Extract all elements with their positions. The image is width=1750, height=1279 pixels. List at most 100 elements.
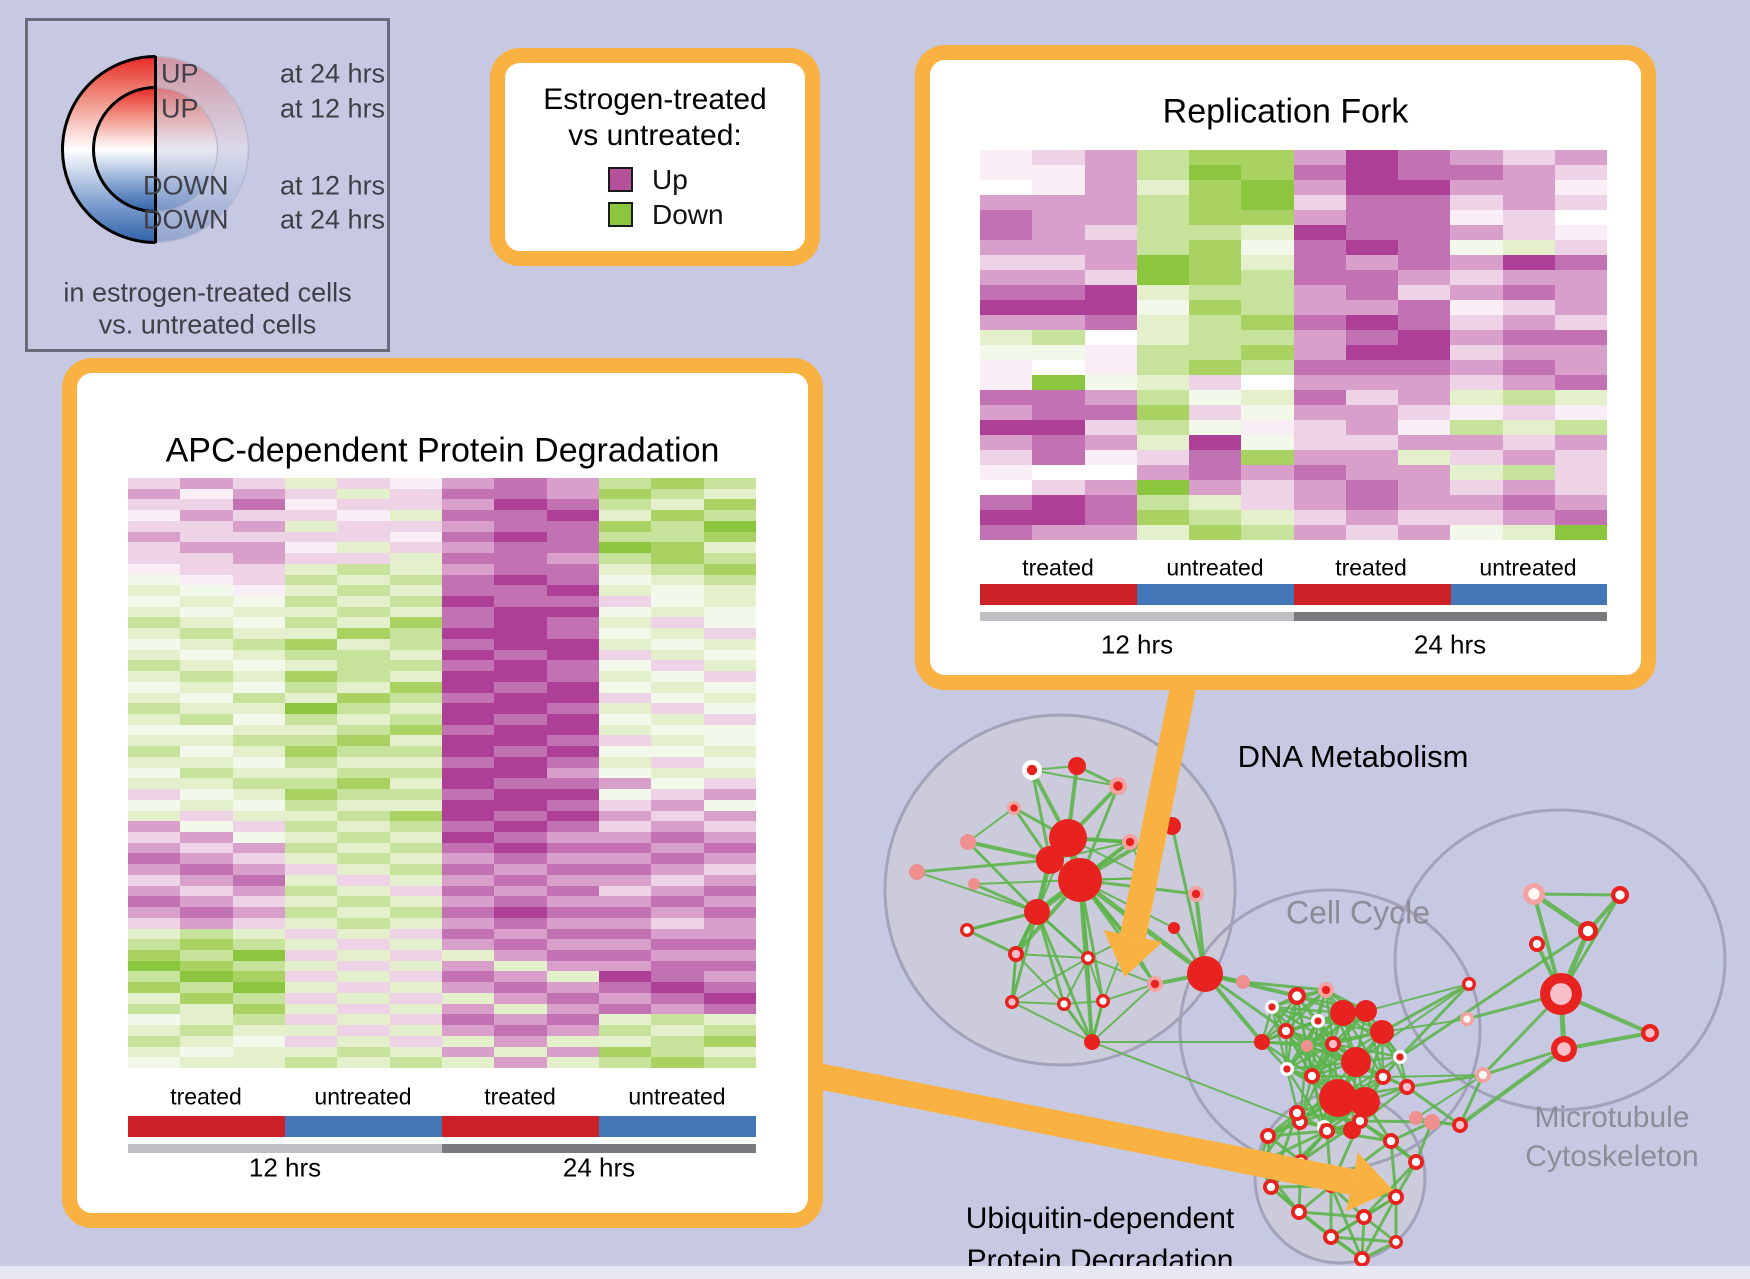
network-node: [960, 834, 976, 850]
heatmap-cell: [1032, 225, 1085, 240]
heatmap-cell: [703, 885, 756, 897]
heatmap-cell: [180, 767, 233, 779]
heatmap-cell: [1032, 180, 1085, 195]
heatmap-cell: [232, 982, 285, 993]
heatmap-cell: [284, 510, 338, 521]
heatmap-cell: [128, 660, 181, 672]
heatmap-cell: [1189, 315, 1242, 330]
heatmap-cell: [546, 714, 599, 725]
heatmap-cell: [1293, 195, 1346, 210]
heatmap-cell: [1502, 285, 1555, 300]
heatmap-cell: [1398, 300, 1451, 315]
heatmap-cell: [1084, 225, 1137, 240]
heatmap-cell: [651, 499, 704, 511]
network-node: [1330, 1000, 1356, 1026]
heatmap-cell: [1084, 240, 1137, 255]
heatmap-cell: [546, 810, 599, 822]
heatmap-cell: [1554, 150, 1607, 165]
heatmap-cell: [651, 510, 704, 521]
rf-12hrs-bar: [980, 612, 1294, 621]
network-edge: [1329, 1185, 1364, 1260]
heatmap-cell: [651, 992, 704, 1004]
heatmap-cell: [128, 907, 181, 918]
network-edge: [1102, 983, 1156, 1002]
heatmap-cell: [651, 596, 704, 607]
heatmap-cell: [389, 531, 442, 543]
heatmap-cell: [1398, 285, 1451, 300]
heatmap-cell: [232, 703, 285, 714]
heatmap-cell: [180, 810, 233, 822]
network-edge: [1063, 957, 1089, 1005]
apc-heatmap: [128, 478, 756, 1068]
heatmap-cell: [1032, 480, 1085, 495]
heatmap-cell: [1345, 315, 1398, 330]
heatmap-cell: [1241, 285, 1294, 300]
network-node-core: [1010, 804, 1018, 812]
heatmap-cell: [703, 628, 756, 639]
heatmap-cell: [1293, 150, 1346, 165]
heatmap-cell: [598, 478, 652, 489]
heatmap-cell: [232, 542, 285, 554]
heatmap-cell: [389, 553, 442, 564]
heatmap-cell: [128, 832, 181, 843]
heatmap-cell: [337, 778, 390, 790]
network-node-core: [1113, 781, 1123, 791]
heatmap-cell: [284, 885, 338, 897]
heatmap-cell: [389, 488, 442, 500]
heatmap-cell: [1032, 255, 1085, 270]
cluster-region: [1393, 808, 1727, 1112]
heatmap-cell: [1032, 375, 1085, 390]
heatmap-cell: [598, 499, 652, 511]
heatmap-cell: [598, 907, 652, 918]
heatmap-cell: [180, 478, 233, 489]
heatmap-cell: [598, 692, 652, 704]
network-node-core: [1402, 1082, 1412, 1092]
heatmap-cell: [389, 1057, 442, 1068]
heatmap-cell: [1189, 165, 1242, 180]
heatmap-cell: [180, 917, 233, 929]
network-node-core: [1528, 888, 1540, 900]
heatmap-cell: [389, 939, 442, 950]
apc-24hrs-label: 24 hrs: [562, 1152, 636, 1183]
heatmap-cell: [598, 746, 652, 757]
heatmap-cell: [232, 799, 285, 811]
heatmap-cell: [1450, 315, 1503, 330]
heatmap-cell: [703, 660, 756, 672]
heatmap-cell: [546, 681, 599, 693]
heatmap-cell: [337, 510, 390, 521]
heatmap-cell: [128, 714, 181, 725]
heatmap-cell: [1554, 360, 1607, 375]
heatmap-cell: [441, 574, 495, 586]
heatmap-cell: [1554, 255, 1607, 270]
heatmap-cell: [1241, 405, 1294, 420]
heatmap-cell: [546, 606, 599, 618]
heatmap-cell: [128, 917, 181, 929]
network-edge: [1270, 1006, 1289, 1070]
heatmap-cell: [1450, 375, 1503, 390]
heatmap-cell: [1450, 420, 1503, 435]
heatmap-cell: [232, 853, 285, 865]
heatmap-cell: [1502, 330, 1555, 345]
heatmap-cell: [389, 842, 442, 854]
heatmap-cell: [1293, 375, 1346, 390]
heatmap-cell: [284, 928, 338, 940]
heatmap-cell: [180, 714, 233, 725]
heatmap-cell: [651, 960, 704, 972]
heatmap-cell: [494, 660, 547, 672]
heatmap-cell: [232, 950, 285, 961]
network-node: [1084, 1034, 1100, 1050]
heatmap-cell: [441, 563, 495, 575]
heatmap-cell: [337, 960, 390, 972]
heatmap-cell: [441, 799, 495, 811]
heatmap-cell: [232, 767, 285, 779]
heatmap-cell: [703, 692, 756, 704]
legend-down-12-time: at 12 hrs: [280, 170, 386, 201]
network-edge: [1011, 1001, 1093, 1043]
heatmap-cell: [1345, 360, 1398, 375]
network-edge: [1360, 1196, 1398, 1260]
apc-title: APC-dependent Protein Degradation: [165, 431, 720, 470]
heatmap-cell: [1398, 375, 1451, 390]
heatmap-cell: [232, 874, 285, 886]
heatmap-cell: [337, 617, 390, 629]
